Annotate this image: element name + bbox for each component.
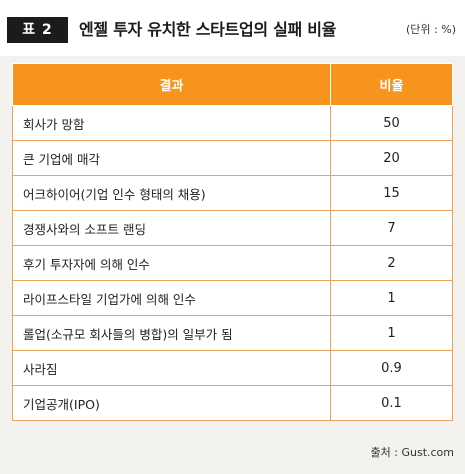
column-header-ratio: 비율 <box>330 63 453 106</box>
result-cell: 롤업(소규모 회사들의 병합)의 일부가 됨 <box>12 315 331 351</box>
failure-rate-table-container: 결과 비율 회사가 망함 50 큰 기업에 매각 20 어크하이어(기업 인수 … <box>12 63 453 421</box>
result-cell: 사라짐 <box>12 350 331 386</box>
unit-label: (단위 : %) <box>406 23 456 36</box>
table-row: 경쟁사와의 소프트 랜딩 7 <box>12 210 453 246</box>
result-cell: 경쟁사와의 소프트 랜딩 <box>12 210 331 246</box>
table-row: 라이프스타일 기업가에 의해 인수 1 <box>12 280 453 316</box>
result-cell: 기업공개(IPO) <box>12 385 331 421</box>
source-credit: 출처 : Gust.com <box>370 446 454 459</box>
table-row: 기업공개(IPO) 0.1 <box>12 385 453 421</box>
result-cell: 큰 기업에 매각 <box>12 140 331 176</box>
figure-number-badge: 표 2 <box>7 17 68 43</box>
ratio-cell: 50 <box>330 105 453 141</box>
table-row: 어크하이어(기업 인수 형태의 채용) 15 <box>12 175 453 211</box>
table-row: 회사가 망함 50 <box>12 105 453 141</box>
ratio-cell: 20 <box>330 140 453 176</box>
table-row: 롤업(소규모 회사들의 병합)의 일부가 됨 1 <box>12 315 453 351</box>
ratio-cell: 0.1 <box>330 385 453 421</box>
failure-rate-table: 결과 비율 회사가 망함 50 큰 기업에 매각 20 어크하이어(기업 인수 … <box>12 63 453 421</box>
table-row: 큰 기업에 매각 20 <box>12 140 453 176</box>
column-header-result: 결과 <box>12 63 331 106</box>
table-row: 사라짐 0.9 <box>12 350 453 386</box>
ratio-cell: 1 <box>330 315 453 351</box>
ratio-cell: 7 <box>330 210 453 246</box>
ratio-cell: 1 <box>330 280 453 316</box>
table-header-row: 결과 비율 <box>12 63 453 106</box>
result-cell: 후기 투자자에 의해 인수 <box>12 245 331 281</box>
ratio-cell: 0.9 <box>330 350 453 386</box>
result-cell: 어크하이어(기업 인수 형태의 채용) <box>12 175 331 211</box>
table-row: 후기 투자자에 의해 인수 2 <box>12 245 453 281</box>
ratio-cell: 15 <box>330 175 453 211</box>
result-cell: 라이프스타일 기업가에 의해 인수 <box>12 280 331 316</box>
ratio-cell: 2 <box>330 245 453 281</box>
result-cell: 회사가 망함 <box>12 105 331 141</box>
figure-header: 표 2 엔젤 투자 유치한 스타트업의 실패 비율 (단위 : %) <box>0 0 465 56</box>
figure-title: 엔젤 투자 유치한 스타트업의 실패 비율 <box>79 20 337 39</box>
